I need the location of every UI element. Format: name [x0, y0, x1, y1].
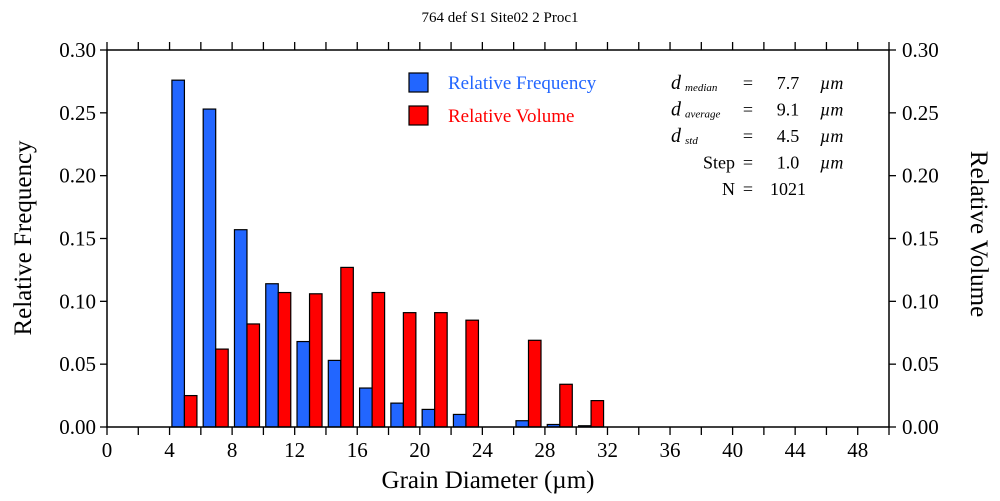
x-tick-label: 16: [347, 438, 368, 462]
volume-bar: [277, 291, 292, 428]
stat-label: N: [722, 179, 735, 199]
legend-label: Relative Volume: [448, 106, 574, 127]
stat-label: Step: [703, 153, 735, 173]
y-tick-label: 0.25: [59, 101, 96, 125]
y-tick-label: 0.20: [59, 164, 96, 188]
chart-title: 764 def S1 Site02 2 Proc1: [421, 10, 578, 26]
frequency-bar: [390, 402, 404, 428]
x-axis-label: Grain Diameter (µm): [382, 467, 595, 494]
stat-value: 4.5: [777, 126, 800, 146]
x-tick-label: 8: [227, 438, 238, 462]
stat-unit: µm: [820, 126, 843, 146]
y-tick-label: 0.30: [59, 38, 96, 62]
y2-tick-label: 0.15: [902, 227, 939, 251]
frequency-bar: [358, 387, 373, 428]
legend-swatch: [408, 105, 429, 126]
stat-subscript: std: [685, 135, 698, 147]
volume-bar: [590, 400, 605, 428]
volume-bar: [340, 266, 354, 428]
stat-subscript: median: [685, 82, 718, 94]
volume-bar: [183, 394, 198, 428]
y2-tick-label: 0.10: [902, 289, 939, 313]
frequency-bar: [265, 283, 279, 428]
volume-bar: [371, 291, 386, 428]
stat-equals: =: [743, 153, 753, 173]
x-tick-label: 44: [785, 438, 807, 462]
volume-bar: [527, 339, 542, 428]
x-tick-label: 48: [847, 438, 868, 462]
legend-swatch: [408, 72, 429, 93]
x-tick-label: 28: [534, 438, 555, 462]
frequency-bar: [327, 359, 342, 428]
y-tick-label: 0.05: [59, 352, 96, 376]
frequency-bar: [202, 108, 217, 428]
stat-equals: =: [743, 100, 753, 120]
y2-tick-label: 0.25: [902, 101, 939, 125]
stat-unit: µm: [820, 153, 843, 173]
volume-bar: [308, 293, 323, 428]
y2-axis-label: Relative Volume: [965, 151, 992, 317]
stat-symbol: d: [671, 99, 682, 121]
stat-equals: =: [743, 179, 753, 199]
y-tick-label: 0.00: [59, 415, 96, 439]
volume-bar: [434, 312, 448, 428]
frequency-bar: [171, 79, 186, 428]
y2-tick-label: 0.30: [902, 38, 939, 62]
y2-tick-label: 0.20: [902, 164, 939, 188]
frequency-bar: [296, 340, 311, 428]
volume-bar: [465, 319, 480, 428]
stat-value: 1021: [770, 179, 806, 199]
x-tick-label: 24: [472, 438, 494, 462]
y-axis-label: Relative Frequency: [10, 140, 37, 336]
stat-symbol: d: [671, 125, 682, 147]
volume-bar: [246, 323, 261, 428]
stat-unit: µm: [820, 100, 843, 120]
volume-bar: [559, 383, 573, 428]
x-tick-label: 4: [164, 438, 175, 462]
frequency-bar: [515, 420, 530, 428]
x-tick-label: 20: [409, 438, 430, 462]
stat-symbol: d: [671, 72, 682, 94]
stat-value: 9.1: [777, 100, 800, 120]
stat-subscript: average: [685, 109, 721, 121]
frequency-bar: [421, 408, 436, 428]
y2-tick-label: 0.00: [902, 415, 939, 439]
volume-bar: [402, 312, 417, 428]
stat-equals: =: [743, 126, 753, 146]
x-tick-label: 32: [597, 438, 618, 462]
x-tick-label: 40: [722, 438, 743, 462]
stat-unit: µm: [820, 73, 843, 93]
frequency-bar: [233, 229, 248, 428]
legend-label: Relative Frequency: [448, 73, 597, 94]
x-tick-label: 36: [660, 438, 681, 462]
stat-value: 1.0: [777, 153, 800, 173]
y-tick-label: 0.10: [59, 289, 96, 313]
stat-equals: =: [743, 73, 753, 93]
stat-value: 7.7: [777, 73, 800, 93]
y2-tick-label: 0.05: [902, 352, 939, 376]
x-tick-label: 12: [284, 438, 305, 462]
x-tick-label: 0: [102, 438, 113, 462]
frequency-bar: [452, 413, 467, 428]
y-tick-label: 0.15: [59, 227, 96, 251]
volume-bar: [215, 348, 229, 428]
